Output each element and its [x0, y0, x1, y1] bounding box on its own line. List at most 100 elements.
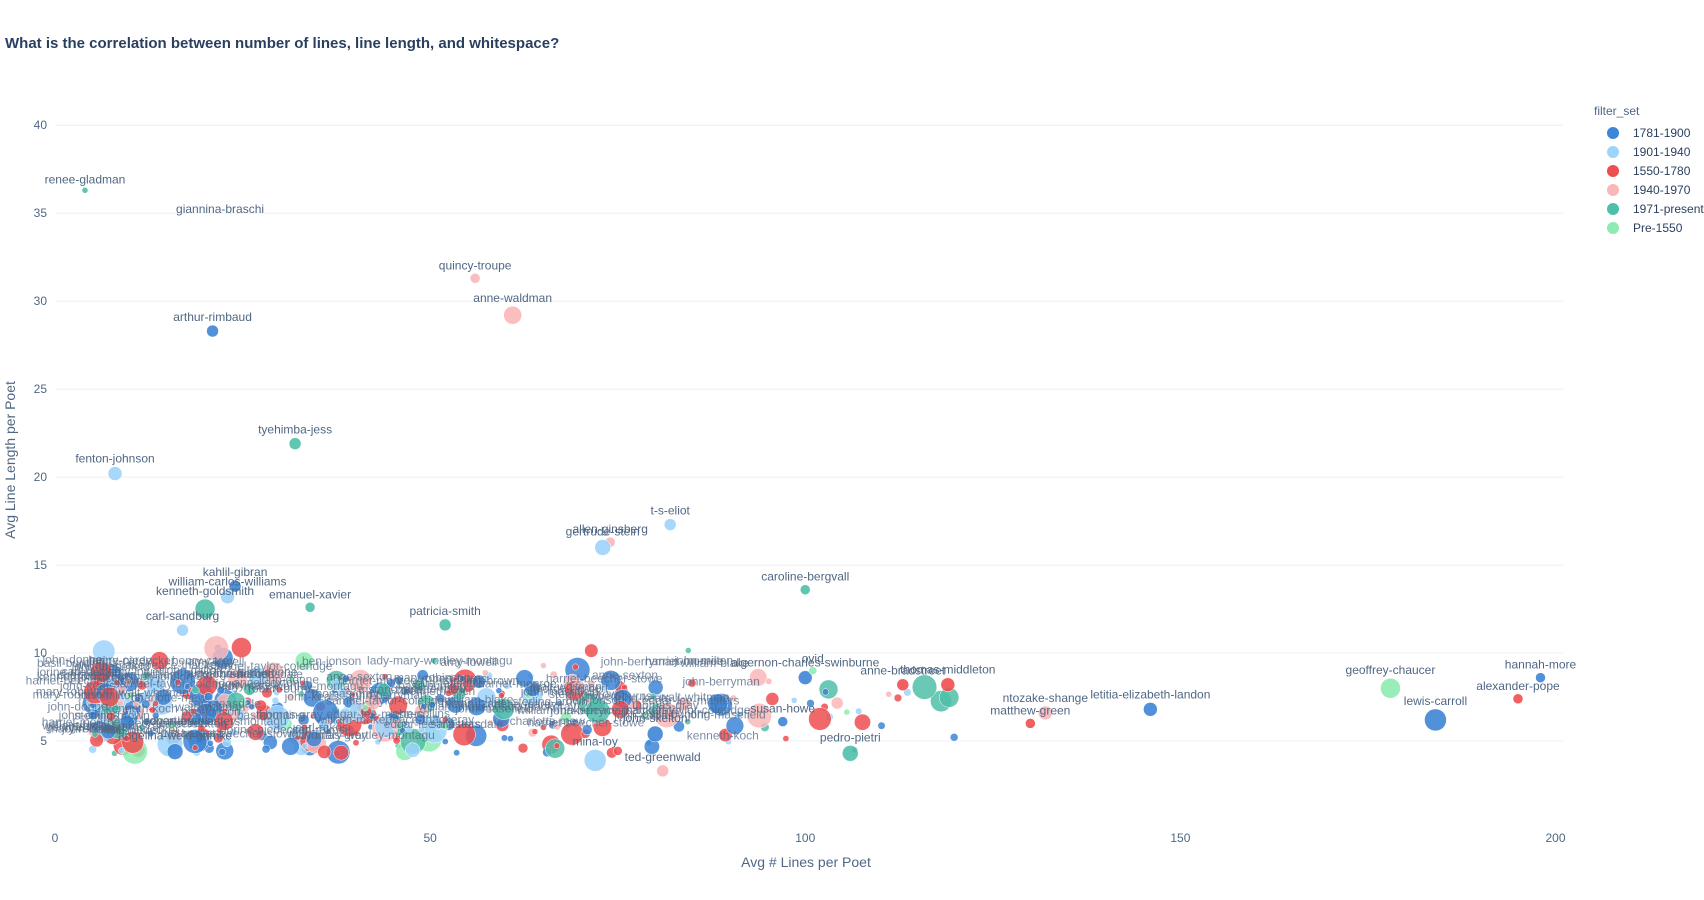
cluster-label: harriet-monroe: [42, 715, 121, 729]
cluster-point: [545, 738, 566, 759]
legend-item[interactable]: 1940-1970: [1607, 183, 1691, 197]
cluster-label: william-blake: [444, 693, 514, 707]
data-point: [594, 539, 611, 556]
cluster-point: [395, 722, 403, 730]
cluster-point: [650, 693, 657, 700]
cluster-label: henry-carey: [215, 678, 278, 692]
cluster-point: [126, 691, 135, 700]
cluster-point: [214, 711, 234, 731]
cluster-point: [654, 702, 680, 728]
point-label: t-s-eliot: [651, 504, 691, 518]
data-point: [646, 725, 664, 743]
cluster-point: [822, 688, 830, 696]
legend-label: Pre-1550: [1633, 221, 1683, 235]
cluster-label: basil-bunting: [237, 708, 305, 722]
cluster-point: [141, 690, 152, 700]
cluster-label: william-blake: [143, 667, 213, 681]
point-label: kahlil-gibran: [203, 565, 268, 579]
cluster-point: [276, 686, 283, 694]
cluster-point: [287, 693, 294, 701]
cluster-label: amy-lowell: [440, 655, 497, 669]
cluster-point: [147, 729, 155, 738]
data-point: [81, 187, 89, 194]
cluster-point: [481, 669, 489, 677]
cluster-point: [261, 687, 273, 699]
cluster-label: sara-teasdale: [412, 676, 485, 690]
point-label: thomas-middleton: [900, 663, 995, 677]
cluster-point: [137, 680, 147, 691]
cluster-point: [729, 694, 738, 703]
cluster-point: [182, 729, 208, 754]
cluster-point: [166, 720, 176, 730]
cluster-label: john-masefield: [454, 702, 533, 716]
x-tick-label: 200: [1545, 831, 1565, 845]
cluster-point: [790, 697, 798, 704]
point-label: anne-waldman: [473, 291, 552, 305]
x-tick-label: 50: [423, 831, 437, 845]
data-point: [1512, 693, 1524, 705]
cluster-point: [486, 719, 494, 727]
cluster-label: william-blake: [41, 719, 111, 733]
cluster-label: mary-robinson: [33, 687, 110, 701]
legend-title: filter_set: [1594, 104, 1640, 118]
legend-item[interactable]: 1901-1940: [1607, 145, 1691, 159]
cluster-label: john-donne: [47, 699, 108, 713]
data-point: [176, 623, 189, 637]
cluster-point: [154, 688, 172, 706]
cluster-point: [216, 686, 225, 695]
cluster-label: samuel-taylor-coleridge: [626, 703, 751, 717]
x-axis-title: Avg # Lines per Poet: [741, 854, 871, 870]
cluster-point: [361, 704, 369, 712]
legend-label: 1901-1940: [1633, 145, 1691, 159]
legend-item[interactable]: Pre-1550: [1607, 221, 1683, 235]
cluster-point: [549, 670, 558, 679]
cluster-point: [507, 735, 514, 743]
cluster-point: [301, 742, 309, 750]
cluster-label: carl-rakosi: [295, 720, 350, 734]
data-point: [220, 589, 235, 604]
cluster-point: [152, 700, 159, 707]
cluster-point: [540, 724, 547, 731]
cluster-point: [517, 742, 529, 754]
cluster-label: lorine-niedecker: [37, 665, 122, 679]
cluster-point: [571, 680, 585, 693]
cluster-label: robert-burns: [422, 671, 487, 685]
cluster-label: thomas-gray: [256, 708, 323, 722]
cluster-point: [113, 679, 121, 687]
grid-lines: [55, 124, 1563, 742]
point-label: susan-howe: [750, 702, 815, 716]
cluster-label: sara-teasdale: [188, 697, 261, 711]
data-point: [1038, 705, 1053, 721]
legend-item[interactable]: 1781-1900: [1607, 126, 1691, 140]
data-point: [194, 598, 216, 620]
cluster-label: samuel-taylor-coleridge: [114, 677, 239, 691]
cluster-point: [150, 651, 169, 670]
y-tick-label: 40: [34, 118, 48, 132]
cluster-point: [452, 722, 476, 747]
cluster-point: [206, 740, 214, 747]
cluster-point: [118, 747, 126, 754]
cluster-point: [676, 697, 691, 712]
cluster-label: ben-jonson: [181, 705, 240, 719]
cluster-label: george-herbert: [46, 720, 126, 734]
cluster-point: [782, 735, 790, 742]
cluster-point: [189, 708, 197, 716]
legend-item[interactable]: 1971-present: [1607, 202, 1704, 216]
data-point: [304, 602, 316, 613]
cluster-point: [808, 707, 832, 731]
cluster-label: john-berryman: [600, 655, 678, 669]
cluster-label: lorine-niedecker: [224, 723, 309, 737]
cluster-point: [471, 674, 486, 689]
cluster-label: mary-robinson: [394, 670, 471, 684]
data-point: [469, 273, 481, 284]
dense-cluster: mary-robinsonjohn-miltonsara-teasdaleamy…: [26, 635, 960, 765]
cluster-label: mary-robinson: [48, 721, 125, 735]
cluster-label: henry-carey: [88, 653, 151, 667]
cluster-label: amy-lowell: [188, 655, 245, 669]
point-label: lewis-carroll: [1404, 694, 1467, 708]
cluster-point: [181, 710, 193, 723]
cluster-label: john-berryman: [549, 703, 627, 717]
data-point: [940, 677, 956, 692]
cluster-label: harriet-monroe: [338, 673, 417, 687]
legend-item[interactable]: 1550-1780: [1607, 164, 1691, 178]
